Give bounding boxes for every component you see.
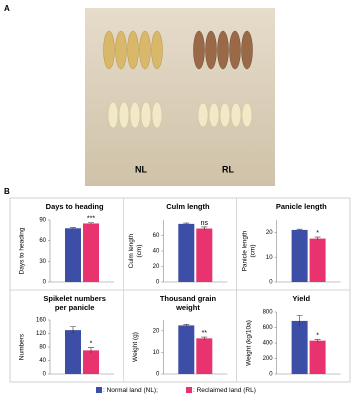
significance-label: * bbox=[316, 230, 319, 237]
y-tick-label: 0 bbox=[43, 372, 47, 378]
error-bar bbox=[183, 222, 190, 225]
y-tick-label: 30 bbox=[39, 259, 46, 265]
y-tick-label: 20 bbox=[153, 328, 160, 334]
y-tick-label: 600 bbox=[263, 325, 274, 331]
bar bbox=[309, 340, 326, 374]
significance-label: ** bbox=[202, 330, 208, 337]
y-tick-label: 0 bbox=[269, 372, 273, 378]
chart-title: per panicle bbox=[55, 303, 95, 312]
bar bbox=[83, 223, 99, 282]
y-tick-label: 40 bbox=[39, 358, 46, 364]
error-bar bbox=[70, 227, 76, 229]
y-tick-label: 800 bbox=[263, 310, 274, 316]
photo: NL RL bbox=[85, 8, 275, 186]
chart-title: Days to heading bbox=[46, 202, 104, 211]
error-bar bbox=[314, 236, 321, 241]
chart-title: Spikelet numbers bbox=[43, 294, 106, 303]
photo-label: NL bbox=[135, 164, 147, 174]
y-tick-label: 20 bbox=[266, 230, 273, 236]
y-tick-label: 10 bbox=[266, 255, 273, 261]
error-bar bbox=[296, 228, 303, 231]
significance-label: ns bbox=[201, 220, 209, 227]
bar bbox=[291, 320, 308, 374]
legend-label: : Reclaimed land (RL) bbox=[193, 387, 256, 394]
chart-title: Yield bbox=[292, 294, 310, 303]
y-axis-label: (cm) bbox=[249, 245, 256, 258]
y-axis-label: Weight (kg/10a) bbox=[245, 320, 252, 366]
y-tick-label: 0 bbox=[156, 372, 160, 378]
legend-swatch bbox=[96, 387, 102, 393]
bar bbox=[309, 238, 326, 282]
y-tick-label: 400 bbox=[263, 341, 274, 347]
bar bbox=[65, 330, 81, 374]
y-tick-label: 40 bbox=[153, 249, 160, 255]
bar bbox=[196, 228, 213, 282]
chart-title: Panicle length bbox=[276, 202, 327, 211]
error-bar bbox=[201, 336, 208, 340]
chart-title: Thousand grain bbox=[160, 294, 217, 303]
error-bar bbox=[88, 222, 94, 225]
y-axis-label: Days to heading bbox=[19, 227, 26, 274]
y-tick-label: 160 bbox=[36, 318, 47, 324]
y-axis-label: Panicle length bbox=[241, 230, 248, 271]
y-tick-label: 120 bbox=[36, 331, 47, 337]
chart-title: weight bbox=[175, 303, 200, 312]
y-tick-label: 90 bbox=[39, 218, 46, 224]
photo-label: RL bbox=[222, 164, 234, 174]
bar bbox=[178, 325, 195, 374]
y-axis-label: (cm) bbox=[136, 245, 143, 258]
legend-swatch bbox=[186, 387, 192, 393]
y-tick-label: 0 bbox=[269, 280, 273, 286]
error-bar bbox=[88, 347, 94, 354]
y-axis-label: Numbers bbox=[19, 333, 26, 360]
significance-label: *** bbox=[87, 216, 95, 223]
bar bbox=[196, 338, 213, 374]
y-tick-label: 80 bbox=[39, 345, 46, 351]
y-tick-label: 0 bbox=[156, 280, 160, 286]
error-bar bbox=[70, 326, 76, 334]
error-bar bbox=[296, 315, 303, 327]
bar bbox=[178, 223, 195, 282]
significance-label: * bbox=[316, 332, 319, 339]
error-bar bbox=[201, 226, 208, 231]
chart-frame bbox=[236, 289, 351, 383]
y-tick-label: 10 bbox=[153, 350, 160, 356]
chart-title: Culm length bbox=[166, 202, 210, 211]
y-axis-label: Weight (g) bbox=[132, 332, 139, 362]
error-bar bbox=[183, 324, 190, 327]
bar bbox=[65, 228, 81, 282]
panel-label: B bbox=[4, 187, 10, 196]
bar bbox=[291, 229, 308, 282]
error-bar bbox=[314, 339, 321, 342]
y-tick-label: 20 bbox=[153, 264, 160, 270]
legend-label: : Normal land (NL); bbox=[103, 387, 158, 394]
y-tick-label: 60 bbox=[39, 238, 46, 244]
y-axis-label: Culm length bbox=[128, 233, 135, 268]
panel-label: A bbox=[4, 4, 10, 13]
y-tick-label: 200 bbox=[263, 356, 274, 362]
significance-label: * bbox=[90, 341, 93, 348]
y-tick-label: 60 bbox=[153, 233, 160, 239]
bar bbox=[83, 350, 99, 374]
y-tick-label: 0 bbox=[43, 280, 47, 286]
